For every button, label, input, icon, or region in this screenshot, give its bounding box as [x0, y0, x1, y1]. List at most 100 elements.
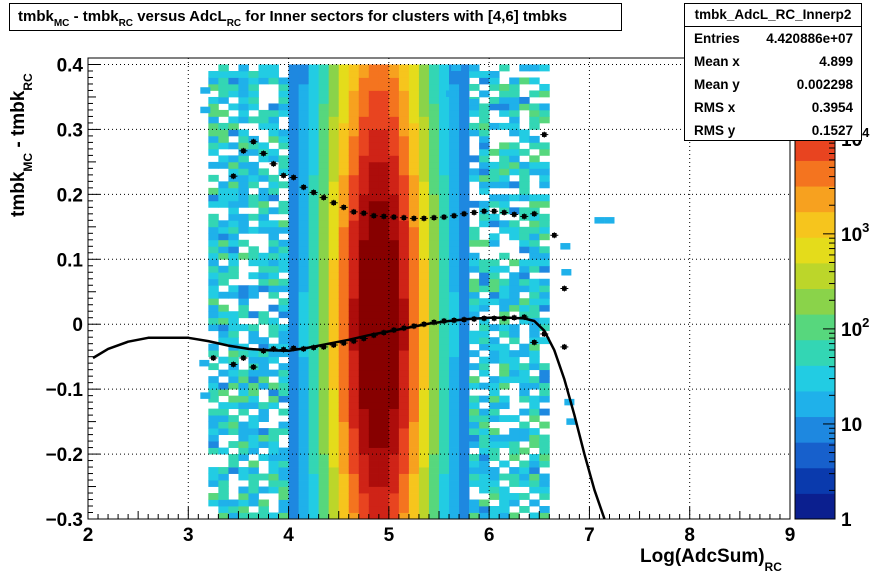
- heatmap-cell: [529, 324, 540, 332]
- heatmap-cell: [238, 402, 249, 410]
- heatmap-cell: [298, 226, 310, 234]
- heatmap-cell: [479, 506, 490, 513]
- mean-profile-point: [331, 342, 336, 348]
- upper-profile-point: [351, 209, 357, 215]
- heatmap-cell: [228, 246, 239, 254]
- heatmap-cell: [398, 363, 410, 371]
- heatmap-cell: [378, 467, 390, 474]
- heatmap-cell: [348, 512, 360, 520]
- heatmap-cell: [248, 311, 259, 319]
- heatmap-cell: [398, 506, 410, 513]
- heatmap-cell: [228, 421, 239, 429]
- heatmap-cell: [368, 142, 380, 150]
- heatmap-cell: [218, 317, 229, 325]
- heatmap-cell: [378, 506, 390, 513]
- heatmap-cell: [288, 356, 299, 364]
- heatmap-cell: [288, 64, 299, 72]
- heatmap-cell: [388, 239, 400, 247]
- heatmap-cell: [408, 272, 420, 280]
- heatmap-cell: [348, 421, 360, 429]
- heatmap-cell: [318, 103, 330, 111]
- heatmap-cell: [378, 207, 390, 215]
- heatmap-cell: [228, 356, 239, 364]
- heatmap-cell: [238, 239, 249, 247]
- heatmap-cell: [398, 64, 410, 72]
- heatmap-cell: [338, 356, 350, 364]
- heatmap-cell: [449, 493, 460, 500]
- heatmap-cell: [439, 103, 450, 111]
- heatmap-cell: [318, 317, 330, 325]
- heatmap-cell: [519, 135, 530, 143]
- heatmap-cell: [338, 122, 350, 130]
- heatmap-cell: [358, 96, 370, 104]
- heatmap-cell: [218, 467, 229, 474]
- heatmap-cell: [449, 408, 460, 416]
- heatmap-cell: [499, 493, 510, 500]
- heatmap-cell: [268, 480, 279, 487]
- heatmap-cell: [298, 259, 310, 267]
- heatmap-cell: [328, 83, 340, 91]
- heatmap-cell: [489, 447, 500, 455]
- heatmap-cell: [509, 259, 520, 267]
- heatmap-cell: [358, 389, 370, 397]
- heatmap-cell: [418, 421, 430, 429]
- heatmap-cell: [318, 220, 330, 228]
- heatmap-cell: [298, 317, 310, 325]
- heatmap-cell: [298, 285, 310, 293]
- heatmap-cell: [489, 200, 500, 208]
- heatmap-cell: [308, 350, 320, 358]
- heatmap-cell: [348, 83, 360, 91]
- heatmap-cell: [318, 181, 330, 189]
- heatmap-cell: [529, 142, 540, 150]
- heatmap-cell: [308, 109, 320, 117]
- heatmap-cell: [208, 96, 219, 104]
- heatmap-cell: [348, 389, 360, 397]
- heatmap-cell: [358, 116, 370, 124]
- heatmap-cell: [459, 369, 470, 377]
- heatmap-cell: [398, 278, 410, 286]
- heatmap-cell: [479, 116, 490, 124]
- heatmap-cell: [208, 421, 219, 429]
- heatmap-cell: [278, 155, 289, 163]
- heatmap-cell: [499, 486, 510, 494]
- heatmap-cell: [439, 187, 450, 195]
- heatmap-cell: [278, 350, 289, 358]
- heatmap-cell: [288, 330, 299, 338]
- heatmap-cell: [428, 155, 440, 163]
- heatmap-cell: [378, 311, 390, 319]
- heatmap-cell: [258, 434, 269, 442]
- heatmap-cell: [228, 291, 239, 299]
- heatmap-cell: [238, 213, 249, 221]
- heatmap-cell: [308, 512, 320, 520]
- heatmap-cell: [378, 187, 390, 195]
- heatmap-cell: [338, 77, 350, 85]
- heatmap-cell: [398, 499, 410, 507]
- heatmap-cell: [499, 304, 510, 312]
- heatmap-cell: [388, 174, 400, 182]
- heatmap-cell: [439, 337, 450, 345]
- heatmap-cell: [449, 103, 460, 111]
- heatmap-cell: [418, 376, 430, 384]
- heatmap-cell: [298, 129, 310, 137]
- heatmap-cell: [328, 259, 340, 267]
- heatmap-cell: [388, 291, 400, 299]
- heatmap-cell: [378, 174, 390, 182]
- heatmap-cell: [459, 395, 470, 403]
- heatmap-cell: [368, 447, 380, 455]
- heatmap-cell: [268, 434, 279, 442]
- heatmap-cell: [268, 265, 279, 273]
- heatmap-cell: [519, 278, 530, 286]
- heatmap-cell: [358, 324, 370, 332]
- heatmap-cell: [489, 395, 500, 403]
- heatmap-cell: [298, 356, 310, 364]
- heatmap-cell: [509, 454, 520, 461]
- heatmap-cell: [278, 382, 289, 390]
- x-axis-label: Log(AdcSum)RC: [640, 546, 782, 574]
- heatmap-cell: [509, 285, 520, 293]
- heatmap-cell: [338, 467, 350, 474]
- heatmap-cell: [278, 376, 289, 384]
- heatmap-cell: [288, 506, 299, 513]
- heatmap-cell: [358, 239, 370, 247]
- heatmap-cell: [248, 168, 259, 176]
- heatmap-cell: [428, 168, 440, 176]
